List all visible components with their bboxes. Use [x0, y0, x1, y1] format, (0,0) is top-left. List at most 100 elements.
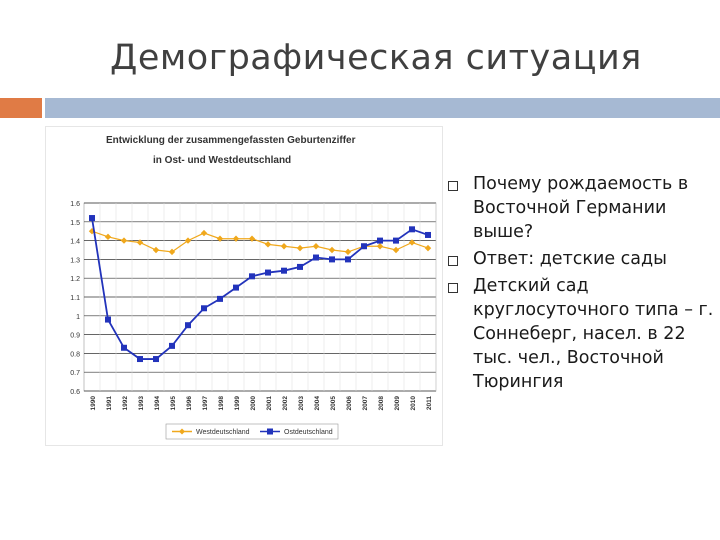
x-tick-label: 1999 [234, 396, 241, 411]
data-point-ostdeutschland [297, 263, 303, 270]
data-point-ostdeutschland [249, 273, 255, 280]
series-line-westdeutschland [91, 230, 429, 253]
x-tick-label: 2009 [394, 396, 401, 411]
bullet-item: Детский сад круглосуточного типа – г. Со… [446, 274, 716, 394]
y-tick-label: 1.1 [70, 295, 80, 302]
data-point-ostdeutschland [345, 256, 351, 263]
x-tick-label: 2001 [266, 396, 273, 411]
y-tick-label: 1.4 [70, 239, 80, 246]
x-tick-label: 2008 [378, 396, 385, 411]
legend-marker [267, 428, 273, 435]
data-point-westdeutschland [408, 239, 416, 246]
data-point-ostdeutschland [169, 342, 175, 349]
y-tick-label: 1.6 [70, 201, 80, 208]
data-point-westdeutschland [200, 229, 208, 237]
x-tick-label: 2005 [330, 396, 337, 411]
x-tick-label: 2002 [282, 396, 289, 411]
birth-rate-chart: 1.6 1.5 1.4 1.3 1.2 1.1 1 0.9 0.8 0.7 0.6 1990 1991… [70, 201, 437, 440]
square-bullet-icon [448, 181, 458, 191]
x-tick-label: 1996 [186, 396, 193, 411]
chart-subtitle: in Ost- und Westdeutschland [153, 155, 292, 166]
y-tick-labels: 1.6 1.5 1.4 1.3 1.2 1.1 1 0.9 0.8 0.7 0.6 [70, 201, 80, 396]
legend: Westdeutschland Ostdeutschland [165, 423, 339, 440]
data-point-westdeutschland [296, 244, 304, 252]
legend-marker [179, 428, 185, 435]
y-tick-label: 0.7 [70, 370, 80, 377]
chart-image: Entwicklung der zusammengefassten Geburt… [45, 126, 443, 446]
data-point-westdeutschland [376, 243, 384, 250]
legend-label: Westdeutschland [196, 429, 250, 436]
data-point-ostdeutschland [329, 256, 335, 263]
data-point-westdeutschland [248, 235, 256, 242]
data-point-ostdeutschland [425, 231, 431, 238]
y-tick-label: 0.8 [70, 351, 80, 358]
x-tick-label: 2000 [250, 396, 257, 411]
data-point-ostdeutschland [393, 237, 399, 244]
y-tick-label: 1.2 [70, 276, 80, 283]
bullet-text: Ответ: детские сады [473, 249, 667, 269]
data-point-westdeutschland [104, 233, 112, 241]
x-tick-label: 1997 [202, 396, 209, 411]
x-tick-labels: 1990 1991 1992 1993 1994 1995 1996 1997 1998 1999… [90, 396, 433, 411]
bullet-text: Почему рождаемость в Восточной Германии … [473, 174, 689, 242]
y-tick-label: 1.3 [70, 257, 80, 264]
accent-bar-orange [0, 98, 42, 118]
data-point-westdeutschland [280, 243, 288, 250]
x-tick-label: 2003 [298, 396, 305, 411]
data-point-ostdeutschland [89, 215, 95, 222]
data-point-ostdeutschland [121, 344, 127, 351]
y-tick-label: 0.6 [70, 389, 80, 396]
y-tick-label: 1.5 [70, 220, 80, 227]
data-point-ostdeutschland [185, 322, 191, 329]
accent-bar-blue [45, 98, 720, 118]
data-point-westdeutschland [216, 235, 224, 242]
x-tick-label: 1993 [138, 396, 145, 411]
data-point-ostdeutschland [233, 284, 239, 291]
data-point-ostdeutschland [281, 267, 287, 274]
series-lines [88, 215, 432, 363]
data-point-westdeutschland [344, 248, 352, 256]
data-point-westdeutschland [136, 239, 144, 246]
chart-title: Entwicklung der zusammengefassten Geburt… [106, 135, 356, 146]
x-tick-label: 2011 [426, 396, 433, 410]
x-tick-label: 2007 [362, 396, 369, 411]
data-point-westdeutschland [264, 241, 272, 248]
data-point-westdeutschland [232, 235, 240, 242]
data-point-ostdeutschland [201, 305, 207, 312]
data-point-ostdeutschland [265, 269, 271, 276]
data-point-ostdeutschland [361, 243, 367, 250]
x-tick-label: 1990 [90, 396, 97, 411]
grid-lines [84, 202, 437, 392]
square-bullet-icon [448, 256, 458, 266]
data-point-westdeutschland [424, 244, 432, 252]
square-bullet-icon [448, 283, 458, 293]
y-tick-label: 0.9 [70, 333, 80, 340]
data-point-ostdeutschland [377, 237, 383, 244]
x-tick-label: 1995 [170, 396, 177, 411]
legend-label: Ostdeutschland [284, 429, 333, 436]
bullet-item: Ответ: детские сады [446, 247, 716, 271]
data-point-westdeutschland [312, 243, 320, 250]
x-tick-label: 2004 [314, 396, 321, 411]
x-tick-label: 1994 [154, 396, 161, 411]
bullet-item: Почему рождаемость в Восточной Германии … [446, 172, 716, 244]
data-point-ostdeutschland [105, 316, 111, 323]
data-point-ostdeutschland [313, 254, 319, 261]
data-point-ostdeutschland [217, 295, 223, 302]
data-point-ostdeutschland [153, 356, 159, 363]
data-point-ostdeutschland [409, 226, 415, 233]
bullet-text: Детский сад круглосуточного типа – г. Со… [473, 276, 714, 392]
bullet-list: Почему рождаемость в Восточной Германии … [446, 172, 716, 397]
x-tick-label: 2010 [410, 396, 417, 411]
x-tick-label: 1998 [218, 396, 225, 411]
slide-title: Демографическая ситуация [110, 38, 642, 78]
data-point-westdeutschland [120, 237, 128, 244]
legend-box [165, 423, 339, 440]
y-tick-label: 1 [76, 314, 80, 321]
data-point-ostdeutschland [137, 356, 143, 363]
data-point-westdeutschland [184, 237, 192, 244]
x-tick-label: 1992 [122, 396, 129, 411]
x-tick-label: 2006 [346, 396, 353, 411]
x-tick-label: 1991 [106, 396, 113, 411]
series-line-ostdeutschland [91, 217, 429, 360]
